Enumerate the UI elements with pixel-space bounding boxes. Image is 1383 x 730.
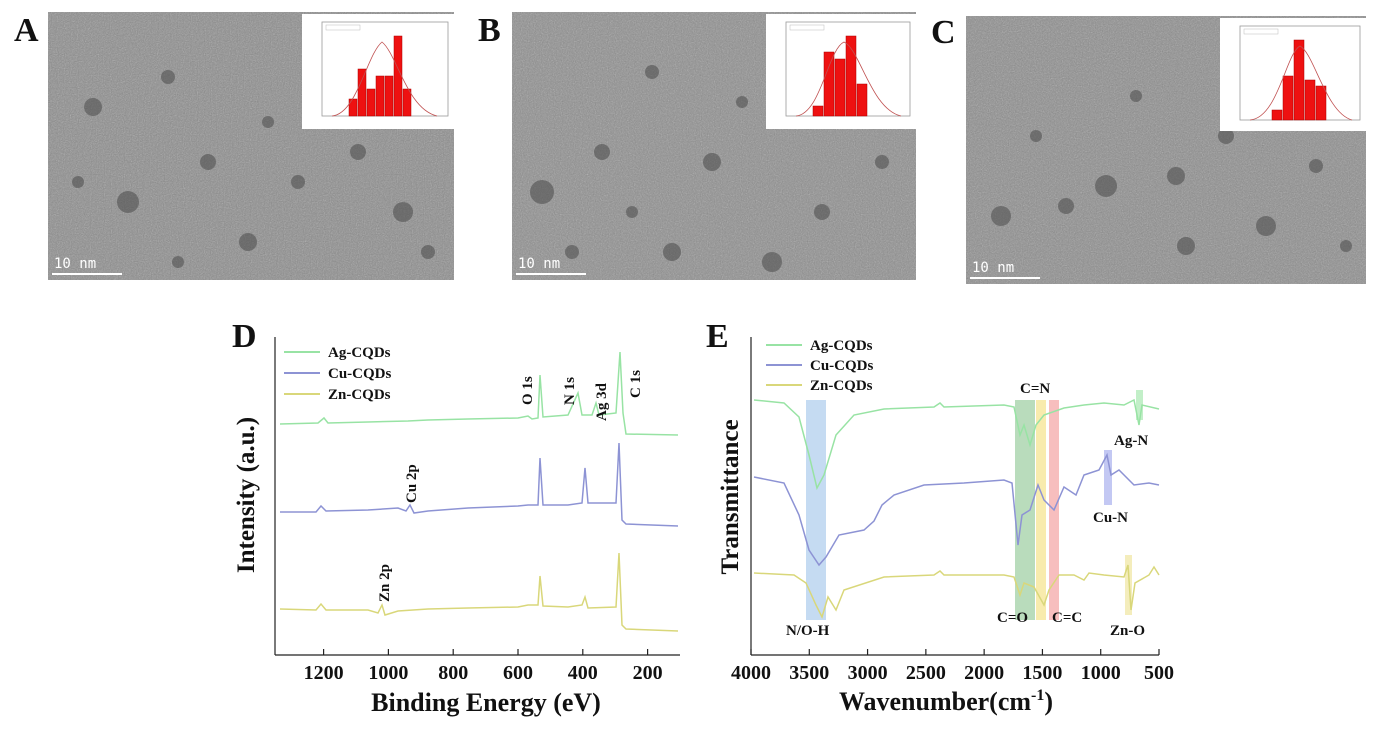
xps-series-zn bbox=[279, 552, 679, 632]
panel-letter-a: A bbox=[14, 12, 39, 49]
xps-annotation-o1s: O 1s bbox=[520, 376, 536, 405]
ftir-legend-label-cu: Cu-CQDs bbox=[810, 358, 874, 374]
ftir-x-tick-label: 3000 bbox=[848, 662, 888, 684]
ftir-annotation-zno: Zn-O bbox=[1110, 623, 1145, 639]
band-zno bbox=[1125, 555, 1132, 615]
ftir-x-tick-label: 2500 bbox=[906, 662, 946, 684]
xps-legend-label-cu: Cu-CQDs bbox=[328, 366, 392, 382]
xps-series-cu bbox=[280, 442, 679, 527]
xps-annotation-cu2p: Cu 2p bbox=[404, 464, 420, 503]
ftir-series-zn bbox=[753, 564, 1160, 620]
ftir-annotation-cn: C=N bbox=[1020, 381, 1050, 397]
ftir-annotation-co: C=O bbox=[997, 610, 1028, 626]
xps-legend: Ag-CQDs Cu-CQDs Zn-CQDs bbox=[284, 345, 392, 403]
size-histogram-inset-c bbox=[1220, 18, 1366, 131]
scale-bar-label-b: 10 nm bbox=[518, 256, 561, 272]
band-cn bbox=[1036, 400, 1046, 620]
xps-annotation-c1s: C 1s bbox=[628, 370, 644, 398]
xps-legend-label-ag: Ag-CQDs bbox=[328, 345, 391, 361]
ftir-x-axis-label-sup: -1 bbox=[1031, 687, 1044, 704]
xps-annotation-zn2p: Zn 2p bbox=[377, 564, 393, 602]
ftir-annotation-agn: Ag-N bbox=[1114, 433, 1148, 449]
nanoparticles-c bbox=[991, 90, 1352, 255]
size-histogram-inset-a bbox=[302, 14, 454, 129]
xps-x-tick-label: 1000 bbox=[368, 662, 408, 684]
ftir-series-cu bbox=[753, 452, 1160, 567]
xps-x-tick-label: 600 bbox=[503, 662, 533, 684]
panel-letter-e: E bbox=[706, 318, 729, 355]
scale-bar-a bbox=[52, 273, 122, 275]
scale-bar-c bbox=[970, 277, 1040, 279]
ftir-x-axis-label-main: Wavenumber(cm bbox=[839, 687, 1031, 716]
ftir-x-tick-label: 4000 bbox=[731, 662, 771, 684]
scale-bar-label-c: 10 nm bbox=[972, 260, 1015, 276]
xps-x-tick-label: 400 bbox=[568, 662, 598, 684]
nanoparticles-b bbox=[530, 65, 889, 272]
xps-x-axis-label: Binding Energy (eV) bbox=[371, 688, 601, 717]
panel-letter-d: D bbox=[232, 318, 257, 355]
xps-annotation-n1s: N 1s bbox=[562, 377, 578, 405]
xps-x-tick-label: 200 bbox=[633, 662, 663, 684]
scale-bar-b bbox=[516, 273, 586, 275]
xps-chart: 1200 1000 800 600 400 200 Intensity (a.u.) Bi… bbox=[233, 337, 680, 717]
xps-x-tick-label: 800 bbox=[438, 662, 468, 684]
ftir-legend-label-ag: Ag-CQDs bbox=[810, 338, 873, 354]
ftir-x-tick-label: 2000 bbox=[964, 662, 1004, 684]
xps-x-tick-label: 1200 bbox=[304, 662, 344, 684]
band-noh bbox=[806, 400, 826, 620]
xps-y-axis-label: Intensity (a.u.) bbox=[233, 417, 260, 573]
ftir-annotation-cun: Cu-N bbox=[1093, 510, 1128, 526]
ftir-x-axis-label-tail: ) bbox=[1044, 687, 1053, 716]
band-cun bbox=[1104, 450, 1112, 505]
band-co bbox=[1015, 400, 1035, 620]
ftir-legend: Ag-CQDs Cu-CQDs Zn-CQDs bbox=[766, 338, 874, 394]
xps-annotation-ag3d: Ag 3d bbox=[594, 382, 610, 421]
ftir-chart: 4000 3500 3000 2500 2000 1500 1000 500 Transmit… bbox=[717, 337, 1174, 716]
xps-series-ag bbox=[279, 351, 679, 436]
ftir-x-tick-label: 1500 bbox=[1022, 662, 1062, 684]
panel-letter-c: C bbox=[931, 14, 956, 51]
band-agn bbox=[1136, 390, 1143, 420]
scale-bar-label-a: 10 nm bbox=[54, 256, 97, 272]
ftir-series-ag bbox=[753, 398, 1160, 491]
tem-image-c bbox=[966, 16, 1366, 284]
ftir-annotation-cc: C=C bbox=[1052, 610, 1082, 626]
ftir-x-tick-label: 3500 bbox=[789, 662, 829, 684]
nanoparticles-a bbox=[72, 70, 435, 268]
panel-letter-b: B bbox=[478, 12, 501, 49]
size-histogram-inset-b bbox=[766, 14, 916, 129]
ftir-x-tick-label: 1000 bbox=[1081, 662, 1121, 684]
ftir-legend-label-zn: Zn-CQDs bbox=[810, 378, 873, 394]
ftir-x-axis-label: Wavenumber(cm-1) bbox=[839, 687, 1053, 716]
ftir-x-tick-label: 500 bbox=[1144, 662, 1174, 684]
ftir-y-axis-label: Transmittance bbox=[717, 419, 744, 574]
xps-legend-label-zn: Zn-CQDs bbox=[328, 387, 391, 403]
ftir-annotation-noh: N/O-H bbox=[786, 623, 830, 639]
